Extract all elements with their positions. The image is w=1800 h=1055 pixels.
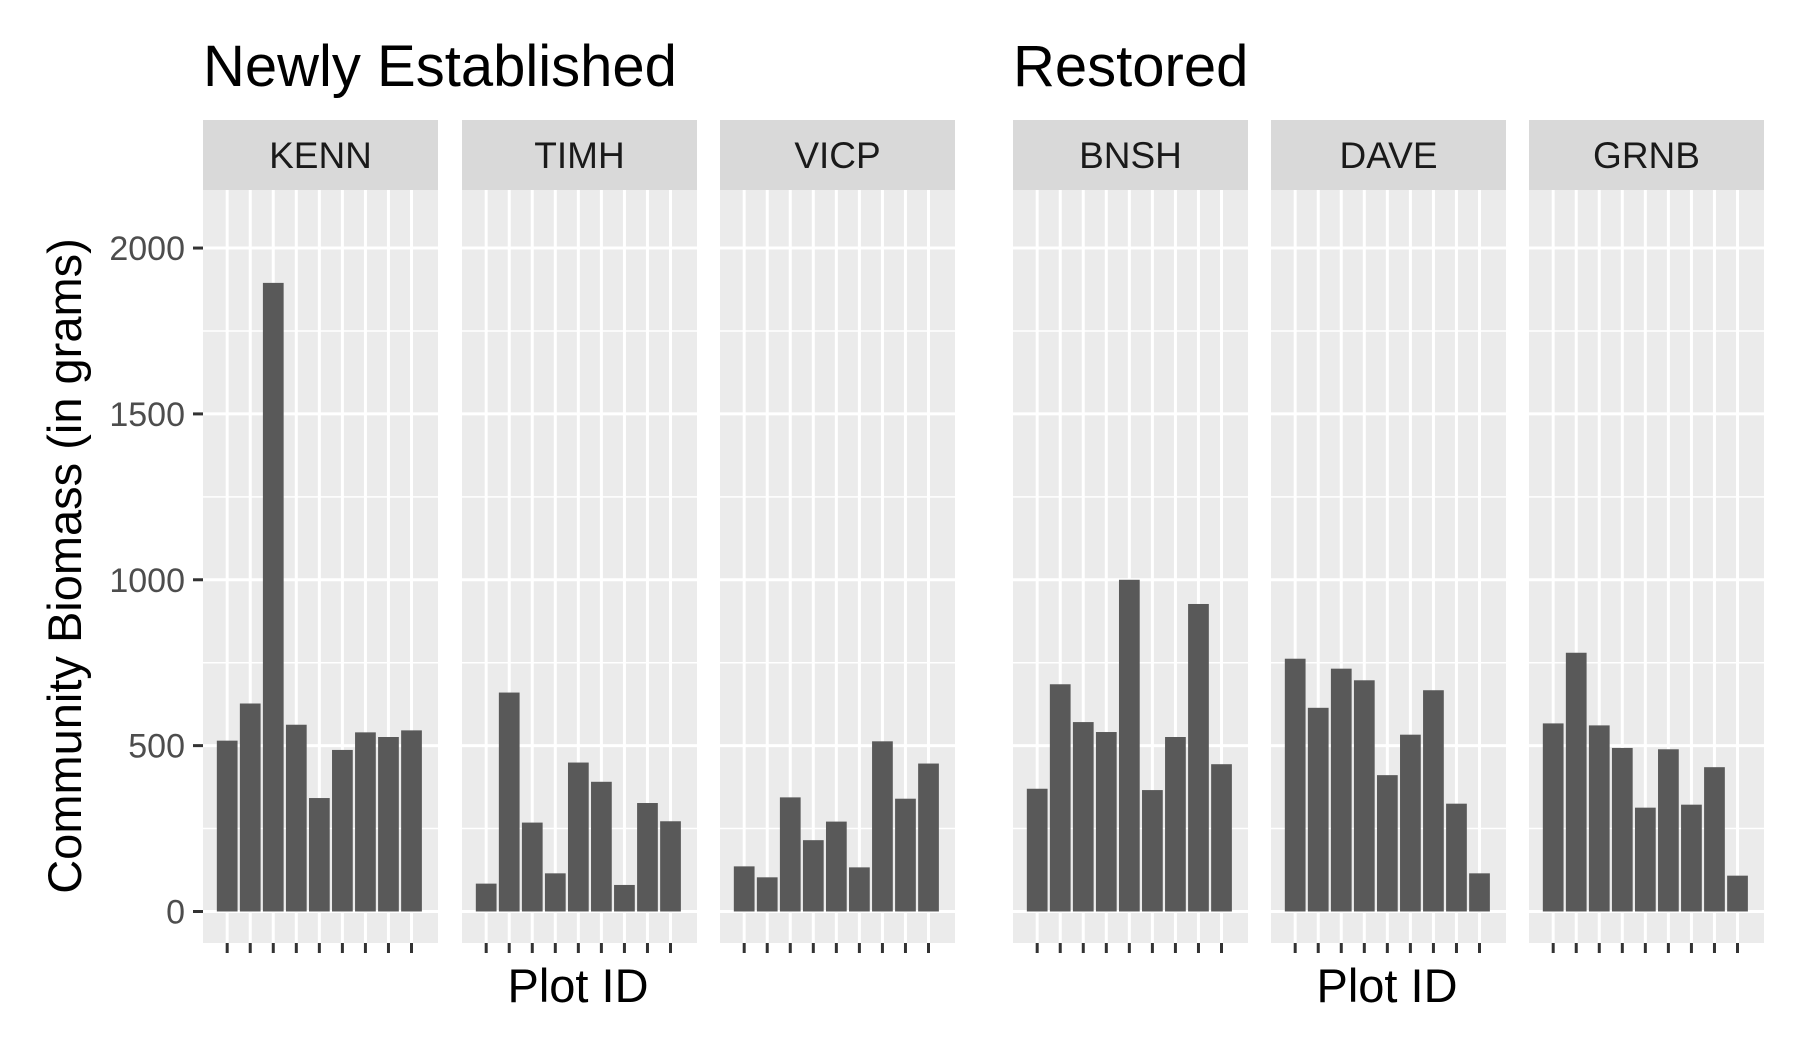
y-tick-label: 0	[166, 893, 185, 931]
strip-grnb	[1529, 120, 1764, 190]
bar	[1565, 652, 1587, 912]
panel-timh: TIMH	[462, 120, 697, 953]
bar	[660, 821, 681, 912]
strip-label-dave: DAVE	[1339, 135, 1437, 176]
bar	[1658, 749, 1679, 912]
bar	[308, 798, 330, 912]
bar	[1072, 722, 1094, 912]
strip-label-vicp: VICP	[794, 135, 880, 176]
panel-kenn: KENN	[203, 120, 438, 953]
bar	[1400, 734, 1421, 912]
bar	[1588, 725, 1610, 912]
strip-vicp	[720, 120, 955, 190]
bar	[332, 749, 353, 912]
bar	[825, 821, 847, 912]
bar	[521, 822, 543, 912]
x-axis-title-restored: Plot ID	[1316, 959, 1457, 1012]
y-tick-label: 1000	[109, 562, 185, 600]
bar	[1446, 803, 1467, 912]
bar	[1307, 707, 1329, 912]
bar	[1026, 788, 1048, 912]
bar	[378, 737, 399, 912]
bar	[1095, 732, 1117, 912]
bar	[544, 873, 566, 912]
bar	[1188, 603, 1209, 912]
bar	[779, 797, 801, 912]
bar	[614, 884, 635, 912]
group-title-restored: Restored	[1013, 34, 1248, 99]
y-axis: 0 500 1000 1500 2000	[109, 230, 203, 931]
bar	[1704, 767, 1725, 912]
bar	[849, 867, 870, 912]
bar	[1330, 668, 1352, 912]
panel-bnsh: BNSH	[1013, 120, 1248, 953]
bar	[1634, 807, 1656, 912]
bar	[1542, 723, 1564, 912]
panel-vicp: VICP	[720, 120, 955, 953]
bar	[872, 741, 893, 912]
y-axis-title: Community Biomass (in grams)	[38, 238, 91, 894]
bar	[475, 883, 497, 912]
group-restored: Restored Plot ID BNSH DAVE GRNB	[1013, 34, 1764, 1012]
group-newly-established: Newly Established Community Biomass (in …	[38, 34, 955, 1012]
bar	[401, 730, 422, 912]
bar	[1049, 684, 1071, 912]
bar	[637, 803, 658, 912]
strip-label-kenn: KENN	[269, 135, 372, 176]
strip-timh	[462, 120, 697, 190]
bar	[498, 692, 520, 912]
bar	[1469, 873, 1490, 912]
bar	[591, 781, 612, 912]
strip-dave	[1271, 120, 1506, 190]
bar	[733, 866, 755, 912]
strip-label-timh: TIMH	[534, 135, 624, 176]
bar	[1165, 737, 1186, 912]
panels-restored: BNSH DAVE GRNB	[1013, 120, 1764, 953]
bar	[1727, 875, 1748, 912]
strip-label-grnb: GRNB	[1593, 135, 1700, 176]
bar	[1376, 775, 1398, 912]
y-tick-label: 2000	[109, 230, 185, 268]
panel-dave: DAVE	[1271, 120, 1506, 953]
bar	[802, 840, 824, 912]
bar	[216, 740, 238, 912]
bar	[239, 703, 261, 912]
strip-bnsh	[1013, 120, 1248, 190]
bar	[1284, 658, 1306, 912]
y-tick-label: 1500	[109, 396, 185, 434]
bar	[1353, 680, 1375, 912]
panels-newly-established: KENN TIMH VICP	[203, 120, 955, 953]
x-axis-title-newly-established: Plot ID	[507, 959, 648, 1012]
bar	[1423, 690, 1444, 912]
bar	[1611, 747, 1633, 912]
bar	[1681, 804, 1702, 912]
strip-kenn	[203, 120, 438, 190]
bar	[756, 877, 778, 912]
group-title-newly-established: Newly Established	[203, 34, 677, 99]
bar	[895, 798, 916, 912]
bar	[1211, 764, 1232, 912]
bar	[918, 763, 939, 912]
bar	[262, 282, 284, 912]
panel-grnb: GRNB	[1529, 120, 1764, 953]
y-tick-label: 500	[128, 728, 185, 766]
bar	[285, 724, 307, 912]
bar	[355, 732, 376, 912]
bar	[567, 762, 589, 912]
strip-label-bnsh: BNSH	[1079, 135, 1182, 176]
bar	[1142, 790, 1163, 912]
bar	[1118, 579, 1140, 912]
